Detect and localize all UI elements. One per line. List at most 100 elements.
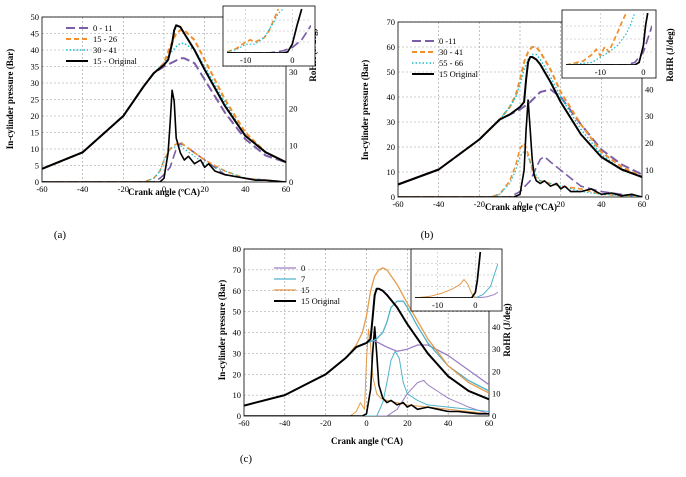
y2-tick-label: 20: [645, 138, 654, 148]
inset-tick-label: 0: [641, 67, 645, 77]
x-tick-label: -20: [320, 418, 331, 428]
y2-tick-label: 0: [492, 411, 496, 421]
inset-chart: -10 0: [410, 248, 503, 312]
pressure-series-line: [42, 24, 286, 170]
legend-label: 30 - 41: [439, 47, 463, 57]
y-tick-label: 45: [31, 29, 40, 39]
y2-tick-label: 0: [289, 177, 293, 187]
y-tick-label: 10: [233, 390, 242, 400]
x-tick-label: -60: [36, 184, 47, 194]
x-tick-label: -20: [474, 199, 485, 209]
y-axis-label: In-cylinder pressure (Bar): [360, 60, 370, 161]
y2-tick-label: 40: [645, 84, 654, 94]
chart-a: -60 -40 -20 0 20 40 60051015202530354045500102…: [5, 5, 318, 241]
y-axis-label: In-cylinder pressure (Bar): [217, 280, 227, 381]
x-tick-label: -40: [433, 199, 444, 209]
series-group: [244, 267, 489, 416]
rohr-series-line: [244, 326, 489, 416]
inset-tick-label: -10: [432, 300, 443, 310]
rohr-series-line: [42, 89, 286, 182]
legend-label: 0: [301, 263, 305, 273]
x-tick-label: 60: [282, 184, 291, 194]
inset-series-line: [415, 251, 482, 298]
y2-tick-label: 30: [289, 67, 298, 77]
y-tick-label: 5: [35, 161, 39, 171]
legend-label: 7: [301, 274, 305, 284]
y2-tick-label: 20: [289, 104, 298, 114]
inset-frame: [561, 9, 657, 79]
inset-tick-label: 0: [473, 300, 477, 310]
inset-tick-label: -10: [595, 67, 606, 77]
inset-series-line: [415, 291, 498, 298]
y-tick-label: 0: [237, 411, 241, 421]
inset-series-line: [566, 12, 649, 65]
pressure-series-line: [398, 56, 642, 186]
legend-label: 30 - 41: [93, 45, 117, 55]
rohr-series-line: [398, 99, 642, 197]
y2-tick-label: 40: [492, 322, 501, 332]
legend-label: 55 - 66: [439, 58, 463, 68]
legend-label: 15 - Original: [93, 56, 138, 66]
x-tick-label: 40: [444, 418, 453, 428]
x-tick-label: 0: [162, 184, 166, 194]
x-axis-label: Crank angle (ºCA): [331, 436, 403, 446]
legend-label: 0 -11: [439, 36, 456, 46]
y-tick-label: 50: [31, 12, 40, 22]
y-tick-label: 10: [31, 144, 40, 154]
rohr-series-line: [398, 150, 642, 197]
x-tick-label: 40: [241, 184, 250, 194]
inset-series-group: [566, 12, 652, 65]
y-tick-label: 30: [31, 78, 40, 88]
y-tick-label: 70: [387, 17, 396, 27]
y-tick-label: 50: [387, 67, 396, 77]
y2-tick-label: 20: [492, 366, 501, 376]
y2-tick-label: 10: [645, 165, 654, 175]
inset-series-line: [227, 8, 303, 53]
y2-tick-label: 30: [492, 344, 501, 354]
y-tick-label: 60: [387, 42, 396, 52]
y2-tick-label: 0: [645, 192, 649, 202]
legend-label: 15 Original: [439, 69, 479, 79]
inset-frame: [410, 248, 503, 312]
inset-series-group: [227, 8, 311, 53]
y-tick-label: 0: [391, 192, 395, 202]
inset-series-line: [566, 12, 627, 65]
inset-series-line: [227, 25, 311, 53]
y-tick-label: 15: [31, 128, 40, 138]
x-tick-label: 0: [518, 199, 522, 209]
chart-b: -60 -40 -20 0 20 40 60010203040506070010203040…: [360, 9, 675, 241]
x-axis-label: Crank angle (ºCA): [128, 187, 200, 197]
y-tick-label: 20: [387, 142, 396, 152]
inset-chart: -10 0: [222, 5, 316, 67]
y2-axis-label: RoHR (J/deg): [665, 28, 675, 81]
inset-series-line: [415, 263, 498, 298]
x-axis-label: Crank angle (ºCA): [485, 202, 557, 212]
inset-series-line: [566, 25, 652, 65]
legend-label: 15 Original: [301, 296, 341, 306]
y-tick-label: 50: [233, 307, 242, 317]
y-tick-label: 20: [233, 369, 242, 379]
y2-tick-label: 10: [492, 389, 501, 399]
y-tick-label: 40: [387, 92, 396, 102]
inset-frame: [222, 5, 316, 67]
x-tick-label: 20: [200, 184, 209, 194]
legend-label: 15 - 26: [93, 34, 117, 44]
legend-label: 0 - 11: [93, 23, 113, 33]
pressure-series-line: [244, 287, 489, 407]
inset-series-line: [415, 278, 476, 298]
inset-series-group: [415, 251, 498, 298]
y-tick-label: 30: [233, 348, 242, 358]
x-tick-label: 20: [403, 418, 412, 428]
x-tick-label: -60: [238, 418, 249, 428]
legend-label: 15: [301, 285, 310, 295]
x-tick-label: -20: [118, 184, 129, 194]
inset-chart: -10 0: [561, 9, 657, 79]
y2-tick-label: 10: [289, 140, 298, 150]
y-tick-label: 0: [35, 177, 39, 187]
y-axis-label: In-cylinder pressure (Bar): [5, 49, 15, 150]
chart-c: -60 -40 -20 0 20 40 60010203040506070800102030…: [217, 244, 512, 465]
x-tick-label: 60: [485, 418, 494, 428]
y-tick-label: 40: [233, 328, 242, 338]
plot-frame: [41, 16, 287, 183]
y-tick-label: 30: [387, 117, 396, 127]
